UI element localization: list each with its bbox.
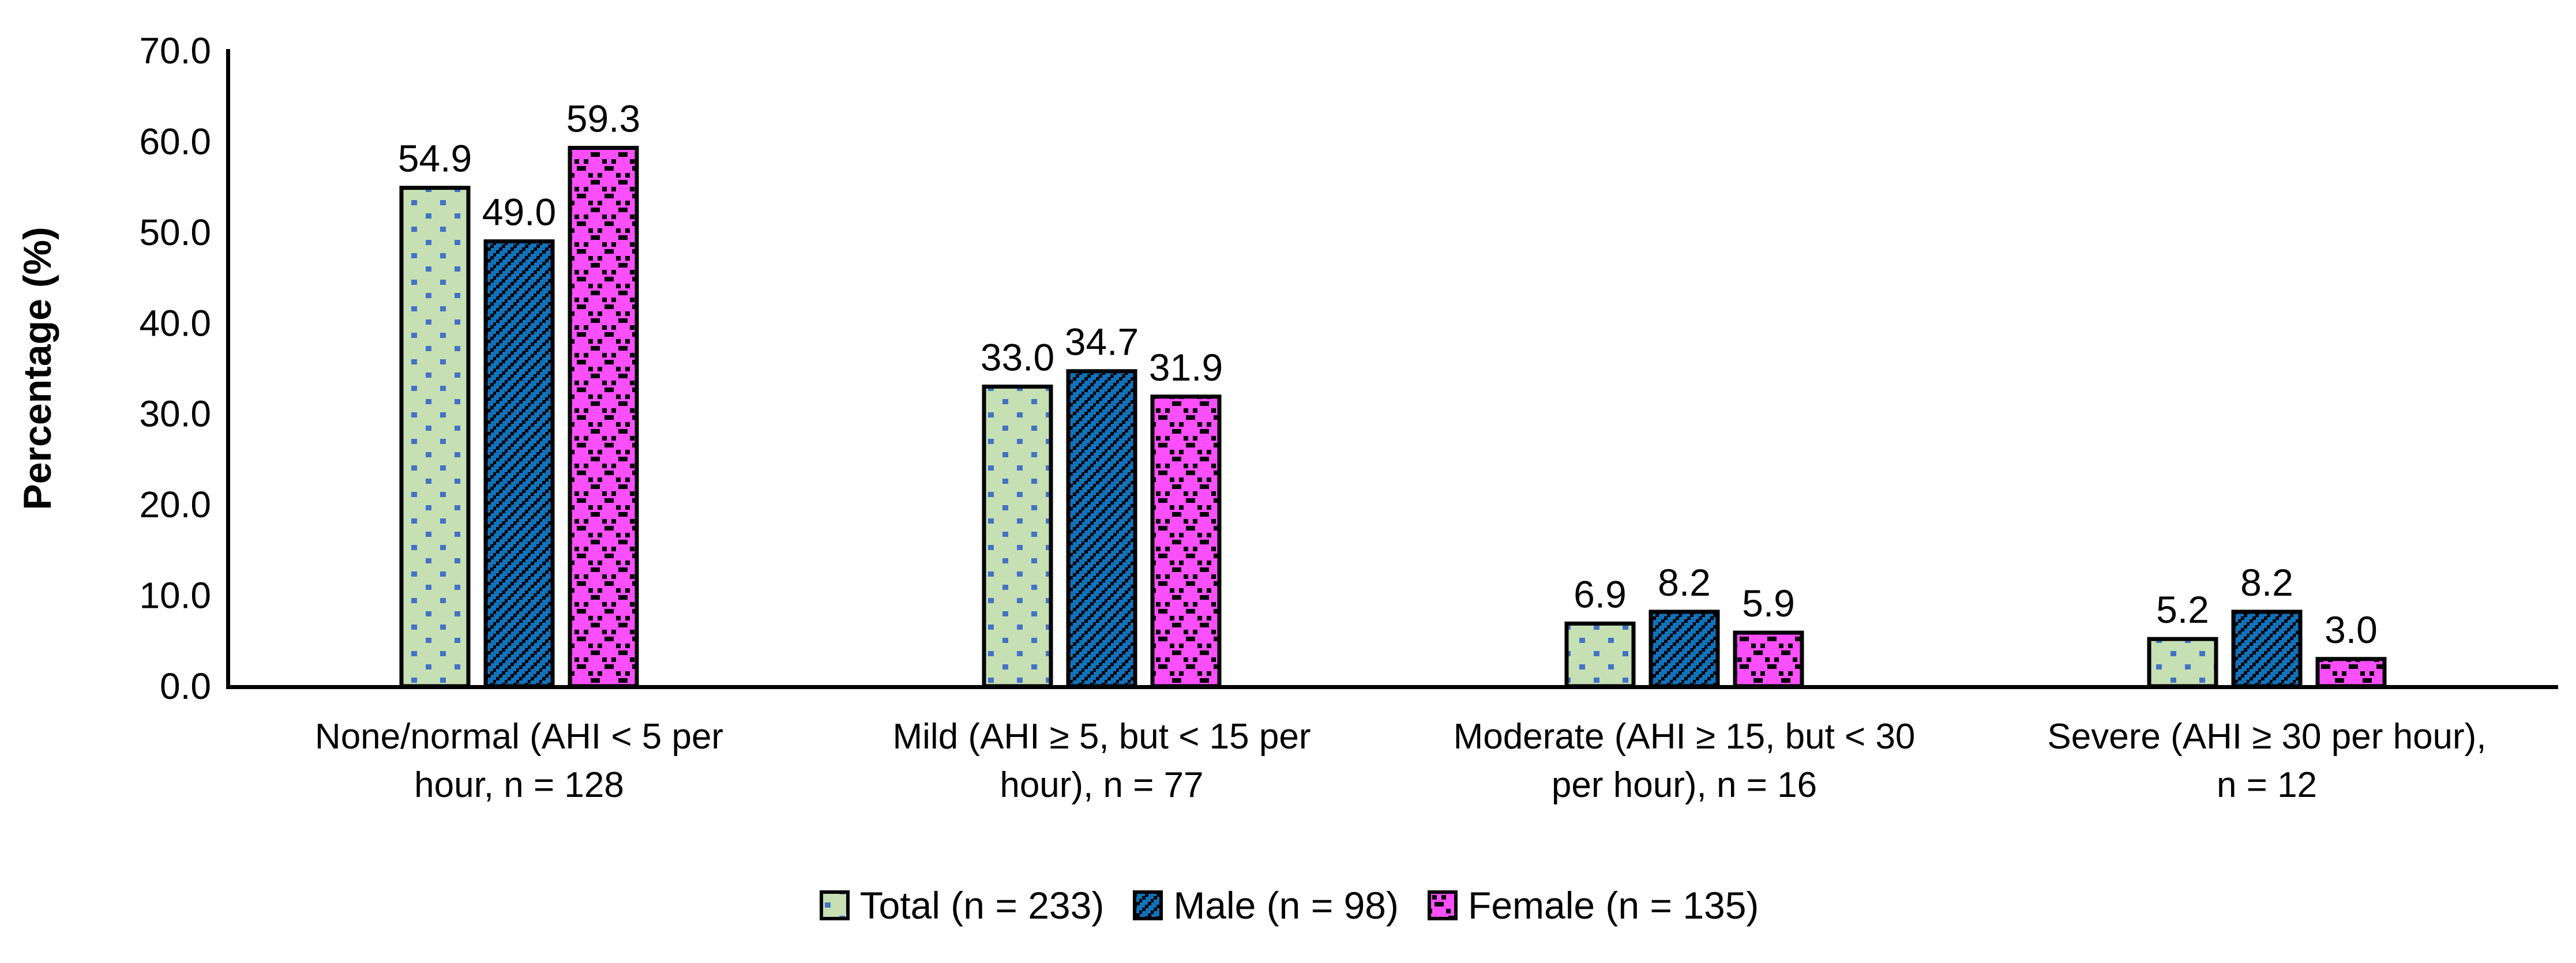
bar-male-group2 [1066, 369, 1137, 689]
y-tick-label-70.0: 70.0 [139, 30, 211, 72]
value-label-female-group2: 31.9 [1149, 346, 1223, 389]
y-tick-label-0.0: 0.0 [160, 665, 211, 707]
bar-total-group1 [399, 186, 471, 689]
category-label-3: Moderate (AHI ≥ 15, but < 30 per hour), n… [1454, 717, 1916, 805]
bar-male-group1 [483, 239, 555, 689]
value-label-male-group4: 8.2 [2240, 561, 2293, 604]
legend-entry-male: Male (n = 98) [1131, 883, 1399, 927]
bar-female-group2 [1150, 394, 1222, 689]
value-label-total-group4: 5.2 [2156, 588, 2209, 631]
bar-total-group2 [982, 384, 1053, 689]
legend-label-total: Total (n = 233) [859, 884, 1105, 927]
bar-total-group4 [2147, 637, 2218, 689]
y-axis-tick-labels: 0.0 10.0 20.0 30.0 40.0 50.0 60.0 70.0 [139, 30, 211, 707]
value-label-male-group1: 49.0 [482, 191, 556, 234]
value-label-male-group2: 34.7 [1065, 321, 1139, 363]
legend-entry-female: Female (n = 135) [1425, 883, 1759, 927]
value-label-female-group1: 59.3 [566, 97, 640, 140]
legend-swatch-male [1133, 890, 1163, 920]
x-axis-category-labels: None/normal (AHI < 5 per hour, n = 128 Mil… [315, 717, 2487, 805]
y-tick-label-20.0: 20.0 [139, 484, 211, 525]
legend-swatch-female [1428, 890, 1458, 920]
y-tick-label-30.0: 30.0 [139, 393, 211, 435]
y-axis-title: Percentage (%) [16, 227, 59, 510]
chart-legend: Total (n = 233) Male (n = 98) Female (n = … [0, 868, 2576, 943]
x-axis-line [226, 685, 2558, 689]
category-label-2: Mild (AHI ≥ 5, but < 15 per hour), n = 77 [893, 717, 1311, 805]
value-label-total-group3: 6.9 [1574, 573, 1627, 615]
category-label-4: Severe (AHI ≥ 30 per hour), n = 12 [2047, 717, 2486, 805]
bar-male-group3 [1649, 610, 1720, 689]
value-label-male-group3: 8.2 [1658, 561, 1711, 604]
category-label-1: None/normal (AHI < 5 per hour, n = 128 [315, 717, 723, 805]
legend-swatch-total [819, 890, 850, 920]
bar-value-labels: 54.949.0 59.3 33.0 34.731.9 6.9 8.2 5.9 5.2 8.2 3… [398, 97, 2378, 650]
y-tick-label-60.0: 60.0 [139, 121, 211, 162]
value-label-total-group2: 33.0 [981, 336, 1054, 378]
y-tick-label-50.0: 50.0 [139, 212, 211, 253]
bar-male-group4 [2231, 610, 2303, 689]
legend-label-male: Male (n = 98) [1173, 884, 1399, 927]
value-label-female-group3: 5.9 [1742, 582, 1795, 625]
bar-female-group3 [1733, 630, 1804, 689]
bar-female-group4 [2315, 657, 2387, 689]
legend-entry-total: Total (n = 233) [817, 883, 1105, 927]
legend-label-female: Female (n = 135) [1468, 884, 1759, 927]
bar-groups [399, 145, 2387, 689]
bar-female-group1 [568, 145, 639, 689]
value-label-female-group4: 3.0 [2325, 608, 2378, 651]
y-tick-label-40.0: 40.0 [139, 302, 211, 344]
bar-total-group3 [1564, 621, 1636, 689]
y-tick-label-10.0: 10.0 [139, 575, 211, 616]
y-axis-line [226, 49, 230, 689]
value-label-total-group1: 54.9 [398, 137, 472, 180]
